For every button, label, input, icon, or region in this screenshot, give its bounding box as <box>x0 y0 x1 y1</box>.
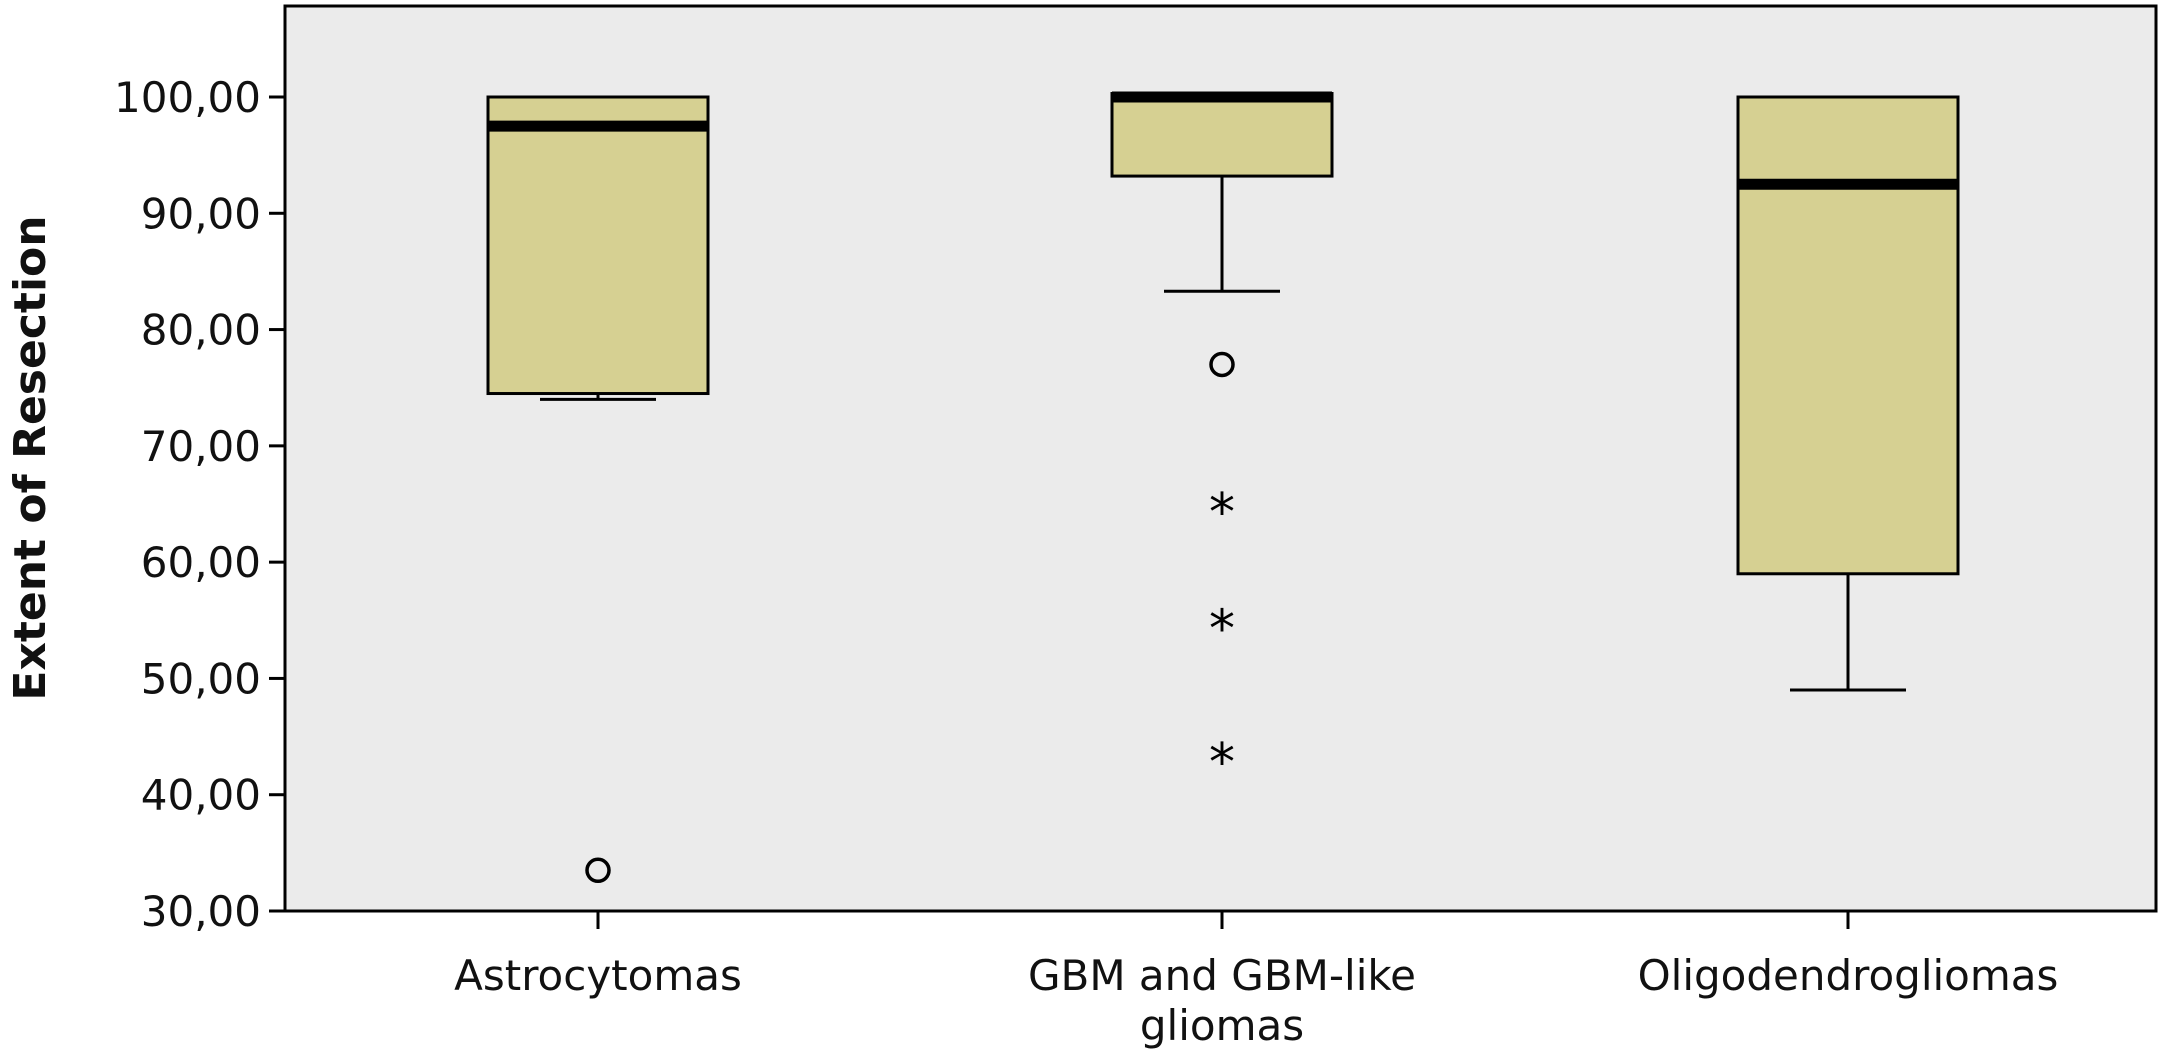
x-tick-label: Oligodendrogliomas <box>1638 951 2059 1000</box>
x-tick-label-line: GBM and GBM-like <box>1028 951 1416 1000</box>
x-tick-label: Astrocytomas <box>454 951 742 1000</box>
y-tick-label: 30,00 <box>141 887 261 936</box>
x-tick-label-line: Oligodendrogliomas <box>1638 951 2059 1000</box>
box-3 <box>1736 95 1960 692</box>
y-tick-label: 100,00 <box>114 73 261 122</box>
y-tick-label: 80,00 <box>141 306 261 355</box>
box-1 <box>486 95 710 884</box>
x-axis: Astrocytomas GBM and GBM-like gliomas Oligo… <box>454 911 2058 1050</box>
y-axis: 30,00 40,00 50,00 60,00 70,00 80,00 90,00 100,0… <box>114 73 285 936</box>
y-tick-label: 40,00 <box>141 771 261 820</box>
y-tick-label: 60,00 <box>141 538 261 587</box>
y-tick-label: 50,00 <box>141 654 261 703</box>
y-tick-label: 90,00 <box>141 189 261 238</box>
outlier-point <box>1209 351 1235 378</box>
extreme-point: * <box>1209 733 1235 793</box>
box-2: * * * <box>1110 91 1334 793</box>
box-iqr <box>1110 92 1334 178</box>
extreme-point: * <box>1209 483 1235 543</box>
y-axis-title: Extent of Resection <box>5 215 56 700</box>
x-tick-label-line: gliomas <box>1140 1001 1304 1050</box>
outlier-point <box>585 857 611 884</box>
x-tick-label-line: Astrocytomas <box>454 951 742 1000</box>
box-iqr <box>1736 95 1960 576</box>
box-group: * * * <box>486 91 1960 884</box>
extreme-point: * <box>1209 599 1235 659</box>
y-tick-label: 70,00 <box>141 422 261 471</box>
x-tick-label: GBM and GBM-like gliomas <box>1028 951 1416 1050</box>
box-iqr <box>486 95 710 396</box>
